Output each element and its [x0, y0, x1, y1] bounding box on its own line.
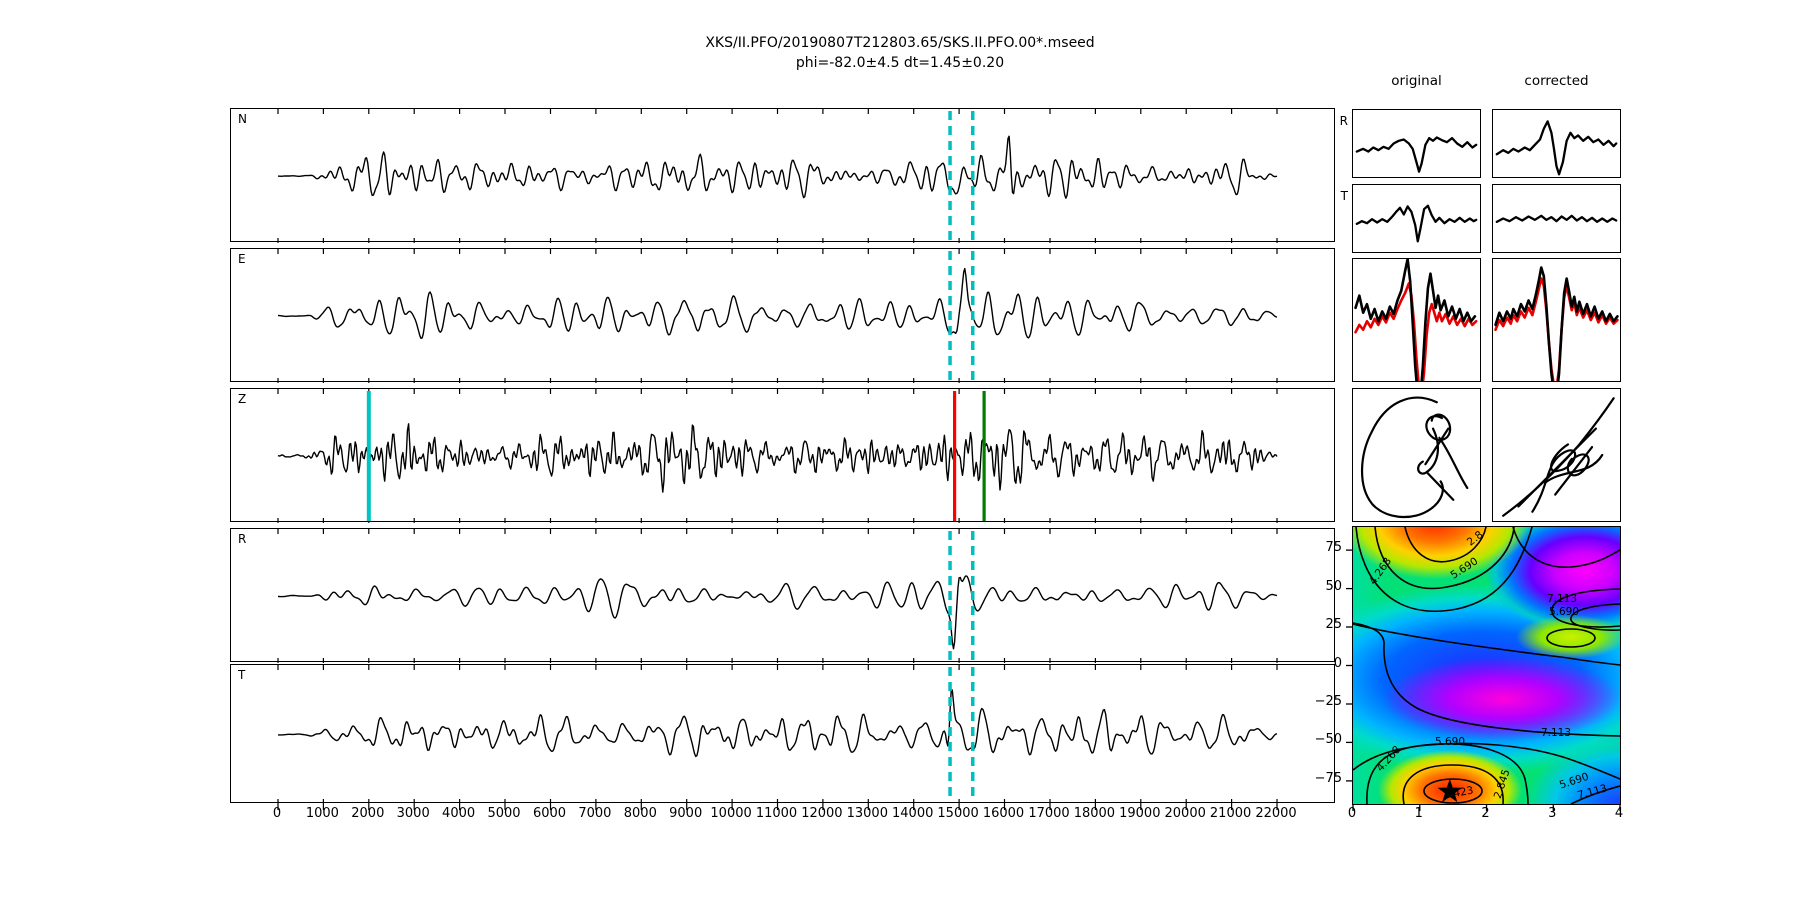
panel-label-N: N — [238, 112, 247, 126]
x-axis-label: 10000 — [710, 806, 752, 821]
x-axis-label: 12000 — [801, 806, 843, 821]
waveform-panel-T: T — [230, 664, 1335, 810]
contour-xtick-label: 3 — [1548, 806, 1557, 821]
x-axis-label: 3000 — [396, 806, 430, 821]
contour-ytick-label: −25 — [1314, 694, 1342, 709]
contour-level-label: 5.690 — [1435, 736, 1465, 748]
x-axis-label: 14000 — [892, 806, 934, 821]
title-line1: XKS/II.PFO/20190807T212803.65/SKS.II.PFO… — [705, 35, 1095, 51]
x-axis-label: 22000 — [1255, 806, 1297, 821]
x-axis-label: 15000 — [937, 806, 979, 821]
contour-xtick-label: 1 — [1414, 806, 1423, 821]
row-label-R: R — [1339, 114, 1348, 128]
panel-label-T: T — [238, 668, 246, 682]
waveform-panel-R: R — [230, 528, 1335, 663]
contour-ytick-label: −50 — [1314, 732, 1342, 748]
panel-T-original — [1352, 184, 1481, 253]
contour-xtick-label: 2 — [1481, 806, 1490, 821]
contour-ytick-label: 0 — [1333, 655, 1342, 671]
x-axis-label: 13000 — [846, 806, 888, 821]
x-axis-label: 2000 — [351, 806, 385, 821]
contour-ytick-label: 75 — [1325, 540, 1342, 556]
x-axis-label: 19000 — [1119, 806, 1161, 821]
column-header-corrected: corrected — [1524, 73, 1589, 89]
x-axis-label: 8000 — [623, 806, 657, 821]
x-axis-label: 5000 — [487, 806, 521, 821]
x-axis-label: 7000 — [578, 806, 612, 821]
panel-fast-slow-corrected — [1492, 258, 1621, 382]
contour-ytick-label: 25 — [1325, 617, 1342, 632]
contour-level-label: 7.113 — [1541, 727, 1571, 739]
misfit-heatmap — [1353, 527, 1620, 804]
best-fit-star-marker — [1437, 778, 1463, 803]
panel-particle-motion-original — [1352, 388, 1481, 522]
panel-label-R: R — [238, 532, 247, 546]
x-axis-label: 21000 — [1209, 806, 1252, 821]
contour-xtick-label: 0 — [1347, 806, 1357, 821]
panel-R-corrected — [1492, 109, 1621, 178]
x-axis-label: 9000 — [669, 806, 703, 821]
panel-label-Z: Z — [238, 392, 247, 406]
x-axis-label: 11000 — [755, 806, 798, 821]
figure-title: XKS/II.PFO/20190807T212803.65/SKS.II.PFO… — [0, 33, 1800, 73]
x-axis-label: 17000 — [1028, 806, 1070, 821]
waveform-panel-Z: Z — [230, 388, 1335, 523]
x-axis-label: 20000 — [1164, 806, 1206, 821]
waveform-panel-E: E — [230, 248, 1335, 383]
title-line2: phi=-82.0±4.5 dt=1.45±0.20 — [795, 55, 1005, 71]
waveform-panel-N: N — [230, 108, 1335, 243]
x-axis-label: 4000 — [442, 806, 476, 821]
x-axis-label: 1000 — [305, 806, 339, 821]
contour-ytick-label: 50 — [1325, 578, 1342, 594]
contour-level-label: 7.113 — [1547, 593, 1577, 605]
contour-plot: 2.8 4.268 5.690 7.113 5.690 7.113 5.690 4.268 2.… — [1346, 526, 1621, 811]
panel-T-corrected — [1492, 184, 1621, 253]
x-axis-label: 16000 — [982, 806, 1025, 821]
panel-label-E: E — [238, 252, 246, 266]
panel-fast-slow-original — [1352, 258, 1481, 382]
x-axis-label: 18000 — [1073, 806, 1116, 821]
x-axis-label: 0 — [272, 806, 282, 821]
row-label-T: T — [1340, 189, 1348, 203]
contour-xtick-label: 4 — [1614, 806, 1624, 821]
x-axis-label: 6000 — [532, 806, 567, 821]
contour-level-label: 5.690 — [1549, 606, 1579, 618]
contour-ytick-label: −75 — [1314, 770, 1342, 786]
panel-particle-motion-corrected — [1492, 388, 1621, 522]
panel-R-original — [1352, 109, 1481, 178]
column-header-original: original — [1391, 73, 1442, 89]
